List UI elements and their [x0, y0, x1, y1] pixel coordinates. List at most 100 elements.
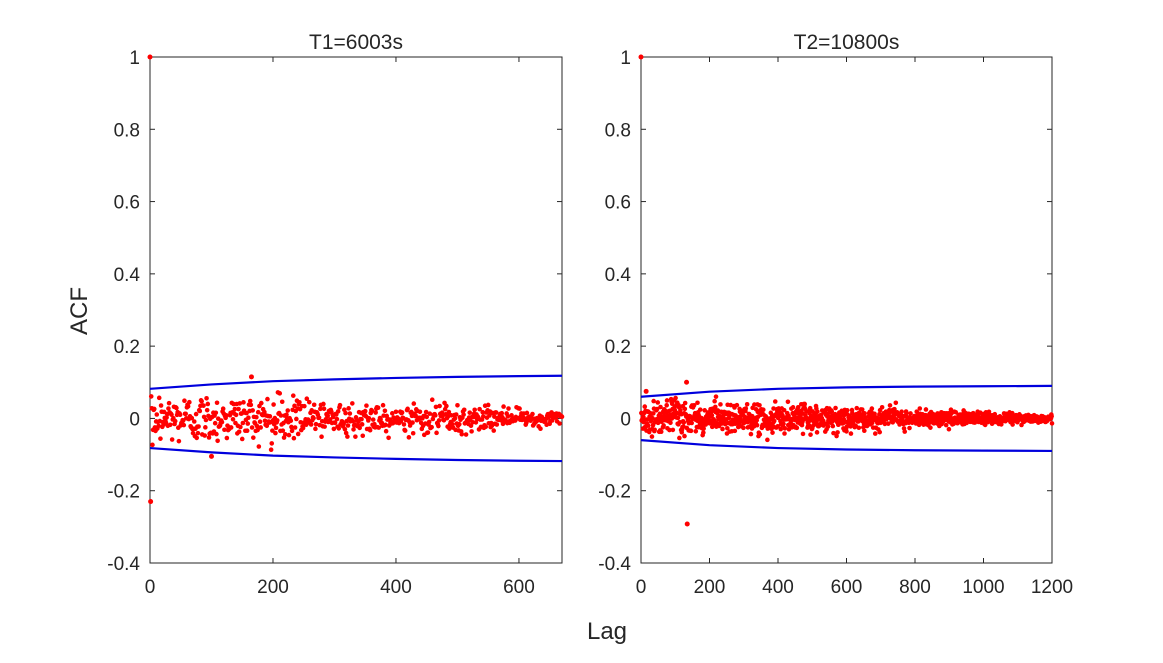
- acf-point: [236, 406, 241, 412]
- acf-point: [645, 423, 651, 428]
- upper-confidence-bound: [149, 374, 563, 390]
- acf-point: [158, 436, 163, 441]
- acf-point: [859, 407, 865, 412]
- acf-point: [712, 398, 717, 404]
- acf-point: [461, 407, 467, 413]
- acf-point: [332, 420, 338, 426]
- acf-point: [664, 402, 669, 408]
- acf-point: [691, 402, 697, 408]
- acf-point: [362, 408, 368, 414]
- acf-point: [429, 424, 434, 430]
- acf-point: [357, 425, 362, 431]
- acf-point: [240, 420, 246, 426]
- acf-point: [304, 396, 310, 402]
- acf-point: [350, 401, 355, 406]
- acf-point: [220, 406, 226, 412]
- y-tick-label: -0.2: [598, 482, 631, 503]
- acf-point: [154, 412, 160, 417]
- acf-point: [785, 399, 791, 405]
- acf-point: [782, 431, 787, 436]
- acf-point: [321, 401, 326, 407]
- acf-point: [239, 436, 245, 442]
- acf-point: [743, 406, 749, 411]
- acf-point: [212, 420, 218, 426]
- acf-point: [908, 411, 913, 416]
- acf-point: [854, 405, 860, 411]
- acf-point: [830, 423, 836, 429]
- acf-point: [289, 424, 294, 430]
- acf-point: [350, 418, 356, 424]
- acf-point: [461, 412, 466, 417]
- acf-point-notable: [643, 388, 649, 394]
- acf-point: [286, 432, 292, 438]
- lower-confidence-bound: [640, 439, 1053, 453]
- acf-point: [877, 429, 883, 435]
- acf-point: [781, 407, 787, 413]
- acf-point: [191, 419, 197, 424]
- acf-point: [378, 416, 383, 422]
- acf-point: [467, 410, 473, 415]
- acf-point: [661, 423, 666, 428]
- acf-point: [815, 409, 820, 414]
- acf-point: [382, 408, 388, 414]
- acf-point: [166, 400, 172, 406]
- acf-point: [844, 429, 849, 434]
- acf-point: [158, 403, 164, 408]
- x-tick-label: 0: [636, 577, 647, 598]
- acf-point: [203, 417, 209, 423]
- acf-point: [869, 406, 875, 411]
- acf-point: [257, 419, 263, 425]
- y-tick-label: 0.8: [114, 120, 140, 141]
- acf-point: [313, 426, 318, 432]
- acf-point: [280, 428, 286, 433]
- acf-point: [289, 428, 295, 434]
- acf-point: [347, 411, 353, 416]
- acf-point: [269, 441, 275, 446]
- chart-title: T2=10800s: [794, 31, 900, 54]
- acf-point: [343, 430, 349, 436]
- y-tick-label: 1: [620, 48, 631, 69]
- acf-point: [885, 421, 891, 426]
- acf-point: [538, 426, 543, 432]
- acf-points: [638, 54, 1055, 527]
- acf-point: [835, 430, 840, 435]
- acf-point: [831, 430, 836, 436]
- acf-point: [405, 406, 410, 412]
- acf-point: [760, 407, 766, 413]
- x-tick-label: 200: [694, 577, 726, 598]
- acf-point: [505, 414, 511, 419]
- acf-point: [499, 410, 505, 416]
- acf-point: [472, 407, 477, 413]
- x-tick-label: 0: [145, 577, 156, 598]
- acf-point: [430, 416, 436, 422]
- acf-point: [406, 435, 412, 440]
- acf-point: [249, 425, 255, 430]
- acf-point: [437, 403, 442, 409]
- acf-point: [494, 422, 500, 427]
- acf-point: [732, 428, 738, 434]
- acf-point: [436, 418, 442, 423]
- acf-point: [917, 406, 923, 411]
- acf-point: [393, 409, 399, 415]
- chart-title: T1=6003s: [309, 31, 403, 54]
- acf-point: [463, 432, 469, 437]
- acf-point: [292, 425, 298, 430]
- acf-point: [701, 426, 706, 431]
- acf-point: [450, 421, 455, 427]
- acf-point: [402, 428, 408, 433]
- acf-point: [795, 404, 801, 410]
- acf-points: [147, 54, 565, 505]
- acf-point: [992, 411, 998, 417]
- acf-point: [765, 437, 770, 443]
- acf-point: [295, 431, 301, 437]
- acf-point: [670, 427, 676, 433]
- acf-point: [433, 404, 439, 410]
- y-tick-label: 0.8: [605, 120, 631, 141]
- acf-point: [177, 412, 183, 418]
- acf-point: [775, 424, 780, 429]
- acf-point: [477, 406, 482, 412]
- acf-point: [702, 408, 708, 413]
- acf-point: [557, 421, 562, 426]
- acf-point: [265, 396, 270, 402]
- x-tick-label: 600: [503, 577, 535, 598]
